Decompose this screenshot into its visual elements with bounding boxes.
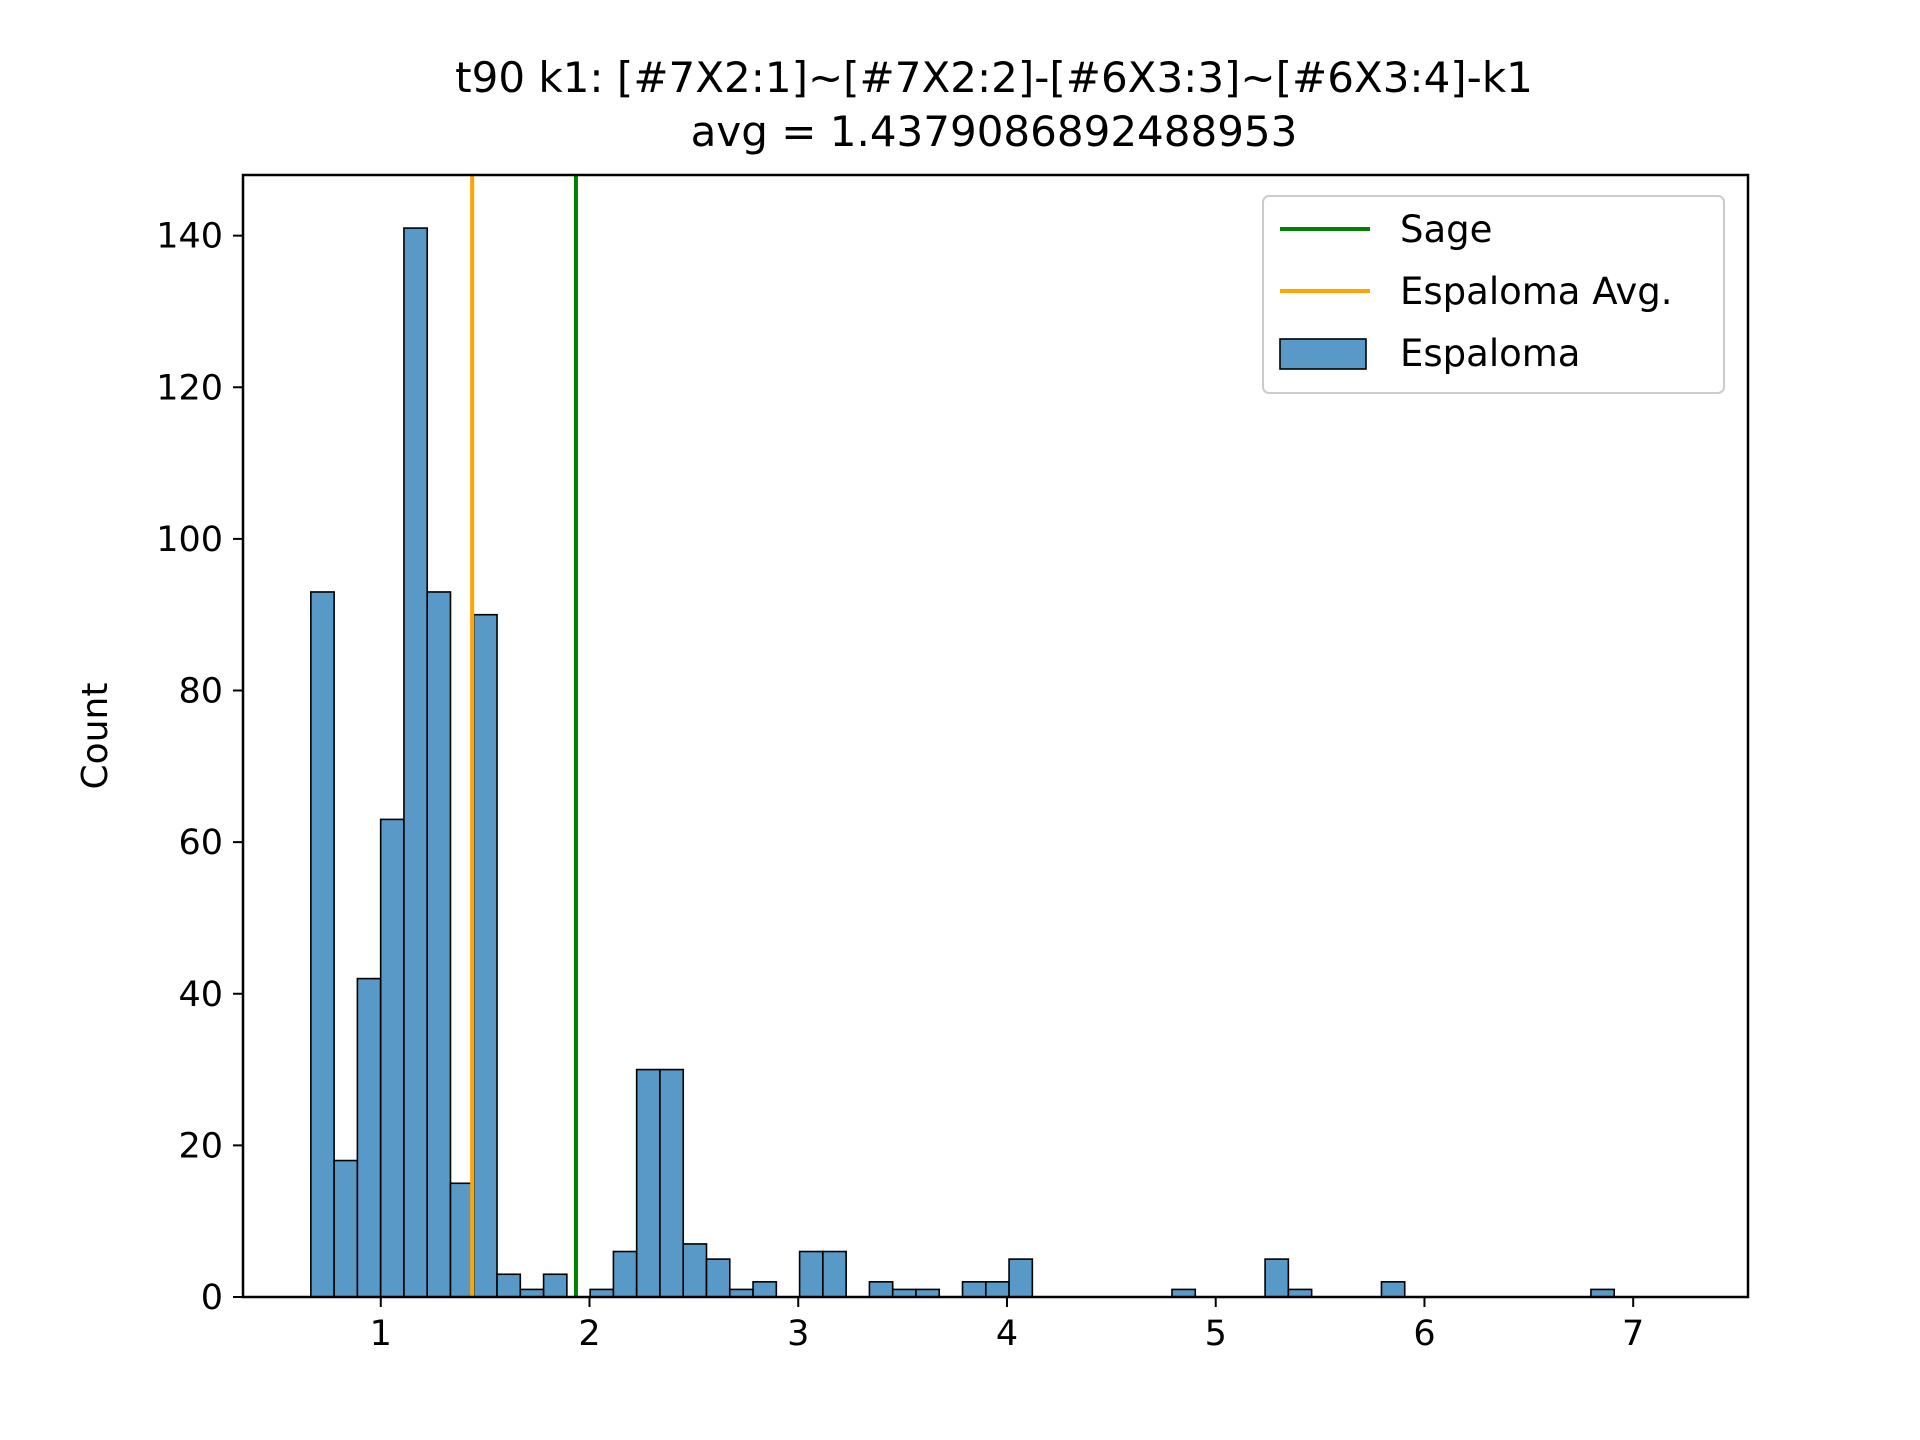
legend-label: Espaloma	[1400, 332, 1580, 375]
histogram-bar	[333, 1159, 359, 1298]
x-tick-label: 4	[996, 1314, 1018, 1354]
y-tick-label: 100	[156, 520, 223, 560]
histogram-bar	[961, 1281, 987, 1298]
y-tick-label: 60	[178, 823, 223, 863]
x-tick-label: 2	[578, 1314, 600, 1354]
histogram-bar	[310, 591, 335, 1298]
histogram-bar	[798, 1250, 824, 1298]
y-tick-label: 40	[178, 975, 223, 1015]
histogram-bar	[822, 1250, 847, 1298]
histogram-bar	[705, 1258, 731, 1298]
histogram-bar	[682, 1243, 708, 1298]
reference-lines	[470, 175, 578, 1297]
histogram-bar	[984, 1281, 1010, 1298]
x-axis: 1 2 3 4 5 6 7	[370, 1297, 1644, 1354]
histogram-bar	[1008, 1258, 1034, 1298]
y-tick-label: 120	[156, 368, 223, 408]
y-tick-label: 0	[201, 1278, 223, 1318]
histogram-bar	[496, 1273, 522, 1298]
histogram-bar	[612, 1250, 638, 1298]
y-tick-label: 80	[178, 672, 223, 712]
histogram-bar	[868, 1281, 894, 1298]
y-axis-label: Count	[75, 683, 116, 790]
histogram-bar	[635, 1068, 661, 1298]
histogram-bar	[542, 1273, 568, 1298]
histogram-bar	[752, 1281, 778, 1298]
histogram-bar	[356, 977, 382, 1298]
chart-title: t90 k1: [#7X2:1]~[#7X2:2]-[#6X3:3]~[#6X3…	[455, 53, 1533, 102]
legend: Sage Espaloma Avg. Espaloma	[1262, 195, 1725, 394]
x-tick-label: 6	[1413, 1314, 1435, 1354]
histogram-bar	[1264, 1258, 1290, 1298]
plot-frame	[241, 173, 1750, 1299]
y-axis: 0 20 40 60 80 100 120 140	[156, 217, 243, 1318]
x-tick-label: 7	[1622, 1314, 1644, 1354]
x-tick-label: 5	[1205, 1314, 1227, 1354]
legend-box	[1262, 195, 1725, 394]
legend-label: Espaloma Avg.	[1400, 270, 1673, 313]
histogram-bar	[379, 818, 405, 1298]
histogram-bar	[403, 227, 429, 1298]
legend-label: Sage	[1400, 208, 1492, 251]
histogram-bar	[659, 1068, 685, 1298]
y-tick-label: 140	[156, 217, 223, 257]
histogram-bar	[426, 591, 452, 1298]
x-tick-label: 3	[787, 1314, 809, 1354]
chart-subtitle: avg = 1.4379086892488953	[691, 107, 1298, 156]
histogram-bar	[472, 613, 498, 1298]
x-tick-label: 1	[370, 1314, 392, 1354]
histogram-bar	[1380, 1281, 1406, 1298]
y-tick-label: 20	[178, 1126, 223, 1166]
legend-patch-swatch	[1279, 338, 1367, 370]
